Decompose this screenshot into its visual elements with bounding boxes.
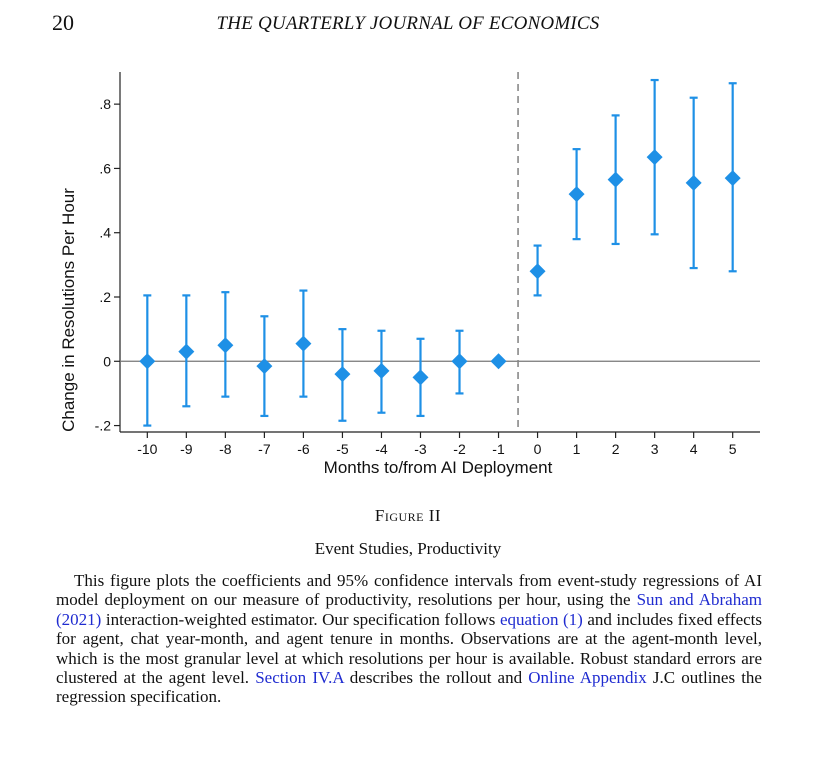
y-tick-label: .8	[99, 96, 111, 112]
caption-text: describes the rollout and	[343, 668, 529, 688]
coefficient-point	[139, 353, 156, 370]
coefficient-point	[256, 358, 273, 375]
y-tick-label: .4	[99, 225, 111, 241]
caption-text: interaction-weighted estimator. Our spec…	[101, 609, 500, 629]
plot-marks	[120, 72, 760, 432]
coefficient-point	[373, 362, 390, 379]
equation-link[interactable]: equation (1)	[499, 609, 583, 629]
coefficient-point	[178, 343, 195, 360]
coefficient-point	[724, 170, 741, 187]
x-axis-label: Months to/from AI Deployment	[324, 458, 553, 477]
coefficient-point	[412, 369, 429, 386]
x-tick-label: 2	[612, 441, 620, 457]
caption-text: This figure plots the coefficients and 9…	[56, 571, 762, 610]
y-axis-label: Change in Resolutions Per Hour	[59, 188, 78, 432]
x-tick-label: -3	[414, 441, 427, 457]
x-tick-label: -1	[492, 441, 505, 457]
figure-caption: This figure plots the coefficients and 9…	[56, 571, 762, 707]
coefficient-point	[334, 366, 351, 383]
caption-text: J.C outlines the regression specificatio…	[56, 668, 762, 707]
event-study-chart: -.20.2.4.6.8-10 -9 -8 -7 -6 -5 -4 -3 -2 -1 0 1 2 3 4 5 …	[59, 72, 760, 477]
x-tick-label: -8	[219, 441, 232, 457]
y-tick-label: .6	[99, 160, 111, 176]
x-tick-label: 5	[729, 441, 737, 457]
x-tick-label: 3	[651, 441, 659, 457]
coefficient-point	[451, 353, 468, 370]
x-tick-label: -4	[375, 441, 388, 457]
coefficient-point	[529, 263, 546, 280]
coefficient-point	[217, 337, 234, 354]
coefficient-point	[568, 186, 585, 203]
x-tick-label: -9	[180, 441, 193, 457]
caption-text: and includes fixed effects for agent, ch…	[56, 609, 763, 688]
coefficient-point	[607, 171, 624, 188]
citation-link-sun-abraham[interactable]: Sun and Abraham (2021)	[56, 590, 762, 629]
x-tick-label: -7	[258, 441, 271, 457]
running-head: THE QUARTERLY JOURNAL OF ECONOMICS	[216, 13, 600, 34]
x-tick-label: -5	[336, 441, 349, 457]
x-tick-label: 0	[534, 441, 542, 457]
x-tick-label: -2	[453, 441, 466, 457]
plot-axes: -.20.2.4.6.8-10 -9 -8 -7 -6 -5 -4 -3 -2 -1 0 1 2 3 4 5	[95, 72, 760, 457]
x-tick-label: 1	[573, 441, 581, 457]
x-tick-label: -10	[137, 441, 157, 457]
section-link[interactable]: Section IV.A	[255, 668, 344, 688]
page-number: 20	[52, 10, 74, 35]
coefficient-point	[646, 149, 663, 166]
figure-title: Event Studies, Productivity	[314, 539, 502, 558]
coefficient-point	[490, 353, 507, 370]
figure-label: Figure II	[374, 506, 442, 525]
coefficient-point	[685, 174, 702, 191]
y-tick-label: .2	[99, 289, 111, 305]
x-tick-label: -6	[297, 441, 310, 457]
y-tick-label: 0	[103, 353, 111, 369]
x-tick-label: 4	[690, 441, 698, 457]
online-appendix-link[interactable]: Online Appendix	[528, 668, 647, 688]
y-tick-label: -.2	[95, 418, 112, 434]
coefficient-point	[295, 335, 312, 352]
